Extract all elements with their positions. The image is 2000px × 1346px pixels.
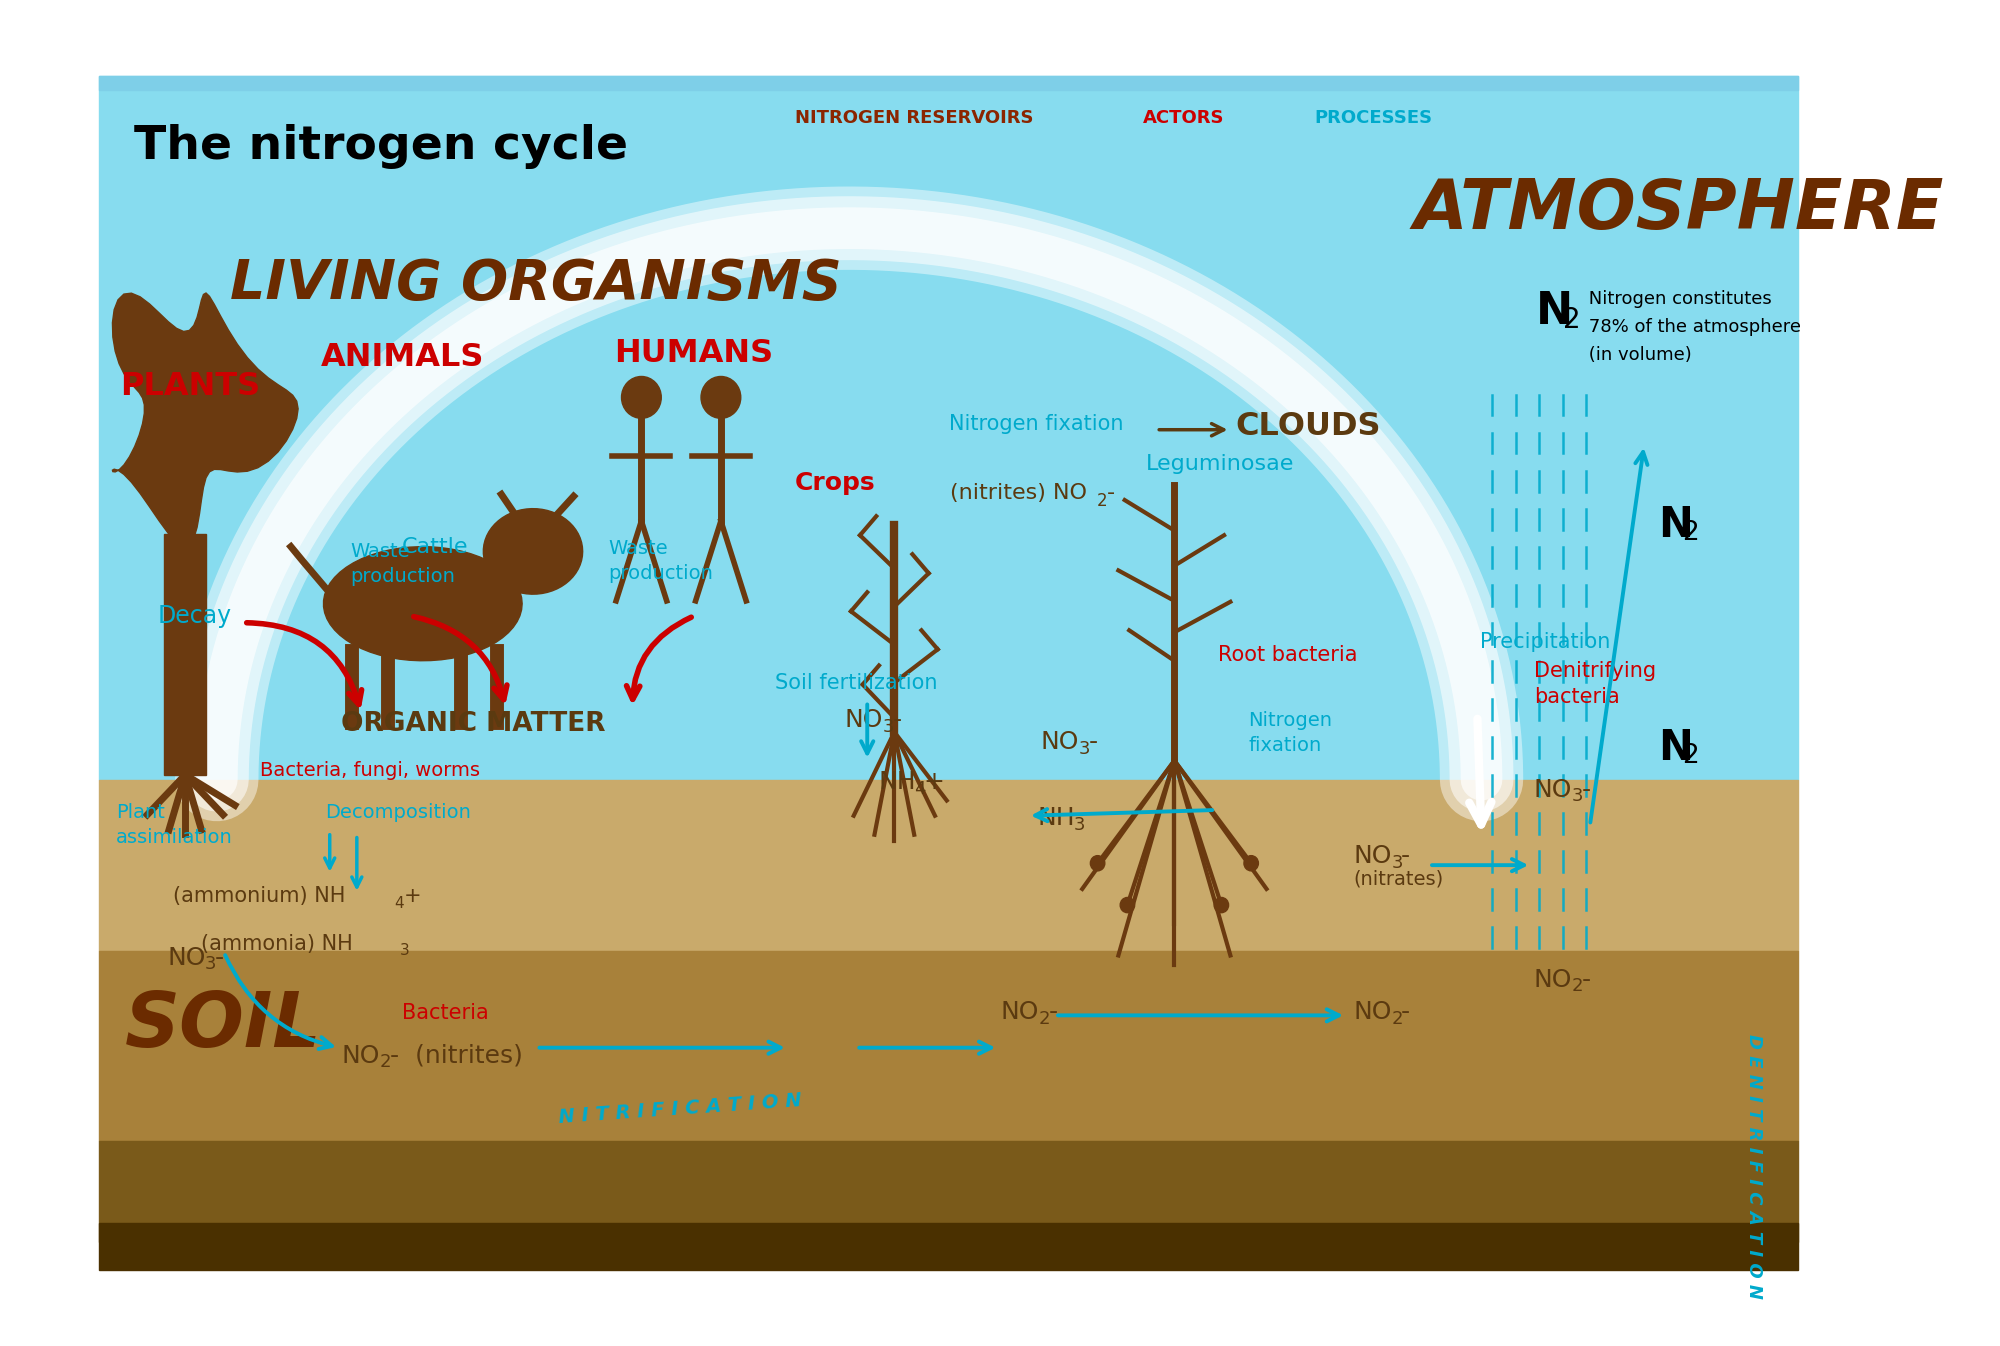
Polygon shape (100, 1141, 1798, 1241)
Text: Precipitation: Precipitation (1480, 633, 1610, 653)
Text: 2: 2 (1682, 743, 1698, 770)
Text: -: - (1402, 1000, 1410, 1024)
Text: PLANTS: PLANTS (120, 370, 260, 401)
Text: (nitrites) NO: (nitrites) NO (950, 483, 1088, 503)
Circle shape (1214, 898, 1228, 913)
Text: Decay: Decay (158, 604, 232, 627)
Text: Crops: Crops (794, 471, 876, 494)
Text: NO: NO (1000, 1000, 1040, 1024)
Text: N: N (1536, 289, 1572, 332)
Text: LIVING ORGANISMS: LIVING ORGANISMS (230, 257, 842, 311)
Text: Bacteria, fungi, worms: Bacteria, fungi, worms (260, 760, 480, 779)
Text: Soil fertilization: Soil fertilization (776, 673, 938, 693)
Text: -: - (1402, 844, 1410, 868)
Text: Nitrogen
fixation: Nitrogen fixation (1248, 711, 1332, 755)
Circle shape (622, 377, 662, 419)
Text: Nitrogen fixation: Nitrogen fixation (948, 413, 1124, 433)
Text: 2: 2 (1572, 977, 1584, 995)
Text: NH: NH (878, 770, 916, 794)
Text: NO: NO (168, 946, 206, 970)
Text: -: - (1048, 1000, 1058, 1024)
Text: HUMANS: HUMANS (614, 338, 774, 369)
Text: Plant
assimilation: Plant assimilation (116, 804, 232, 848)
Text: NO: NO (342, 1044, 380, 1067)
Polygon shape (100, 779, 1798, 950)
Text: The nitrogen cycle: The nitrogen cycle (134, 124, 628, 168)
Text: 3: 3 (206, 956, 216, 973)
Text: -: - (216, 946, 224, 970)
Text: (nitrates): (nitrates) (1354, 870, 1444, 888)
Text: 2: 2 (1682, 520, 1698, 546)
Text: -: - (892, 708, 902, 732)
Polygon shape (100, 950, 1798, 1141)
Text: D E N I T R I F I C A T I O N: D E N I T R I F I C A T I O N (1746, 1034, 1764, 1299)
Text: Waste
production: Waste production (608, 538, 712, 583)
Text: Waste
production: Waste production (350, 542, 456, 586)
Text: Decomposition: Decomposition (326, 804, 472, 822)
Polygon shape (324, 546, 522, 661)
Text: (ammonium) NH: (ammonium) NH (174, 886, 346, 906)
Circle shape (1244, 856, 1258, 871)
Text: 2: 2 (1038, 1010, 1050, 1027)
Text: +: + (404, 886, 422, 906)
Circle shape (702, 377, 740, 419)
Circle shape (1120, 898, 1134, 913)
Text: Denitrifying
bacteria: Denitrifying bacteria (1534, 661, 1656, 707)
Text: -  (nitrites): - (nitrites) (390, 1044, 524, 1067)
Text: ORGANIC MATTER: ORGANIC MATTER (342, 711, 606, 738)
Text: (ammonia) NH: (ammonia) NH (200, 934, 352, 953)
Text: NO: NO (1354, 844, 1392, 868)
Text: ATMOSPHERE: ATMOSPHERE (1414, 176, 1944, 242)
Text: Cattle: Cattle (402, 537, 468, 557)
Circle shape (1090, 856, 1104, 871)
Text: SOIL: SOIL (124, 989, 322, 1063)
Text: 2: 2 (1392, 1010, 1402, 1027)
Polygon shape (100, 77, 1798, 90)
Polygon shape (100, 77, 1798, 779)
Text: NO: NO (1534, 778, 1572, 802)
Text: Leguminosae: Leguminosae (1146, 455, 1294, 474)
Text: Root bacteria: Root bacteria (1218, 645, 1358, 665)
Text: NO: NO (844, 708, 884, 732)
Text: -: - (1106, 483, 1114, 503)
Polygon shape (0, 0, 1806, 77)
Text: N I T R I F I C A T I O N: N I T R I F I C A T I O N (558, 1092, 802, 1128)
Text: Bacteria: Bacteria (402, 1003, 488, 1023)
Text: -: - (1582, 968, 1590, 992)
Text: 2: 2 (380, 1054, 390, 1071)
Polygon shape (164, 534, 206, 775)
Polygon shape (100, 1222, 1798, 1271)
Text: NO: NO (1040, 730, 1080, 754)
Text: N: N (1658, 727, 1692, 770)
Text: +: + (924, 770, 944, 794)
Text: ACTORS: ACTORS (1142, 109, 1224, 128)
Text: 3: 3 (1392, 853, 1402, 872)
Text: NH: NH (1038, 806, 1074, 830)
Text: 3: 3 (1572, 787, 1584, 805)
Text: 3: 3 (1078, 740, 1090, 758)
Text: 4: 4 (394, 895, 404, 911)
Text: 3: 3 (400, 944, 410, 958)
Text: PROCESSES: PROCESSES (1314, 109, 1432, 128)
Polygon shape (484, 509, 582, 594)
Text: Nitrogen constitutes
 78% of the atmosphere
 (in volume): Nitrogen constitutes 78% of the atmosphe… (1582, 289, 1800, 363)
Text: 3: 3 (1074, 816, 1084, 833)
Text: 2: 2 (1096, 493, 1108, 510)
Text: ANIMALS: ANIMALS (320, 342, 484, 373)
Polygon shape (112, 293, 298, 546)
Text: CLOUDS: CLOUDS (1236, 411, 1382, 441)
Text: NO: NO (1534, 968, 1572, 992)
Text: NITROGEN RESERVOIRS: NITROGEN RESERVOIRS (794, 109, 1034, 128)
Text: N: N (1658, 503, 1692, 546)
Text: -: - (1088, 730, 1098, 754)
Text: 4: 4 (914, 779, 926, 798)
Text: 2: 2 (1562, 306, 1580, 334)
Text: NO: NO (1354, 1000, 1392, 1024)
Text: -: - (1582, 778, 1590, 802)
Text: 3: 3 (882, 717, 894, 736)
